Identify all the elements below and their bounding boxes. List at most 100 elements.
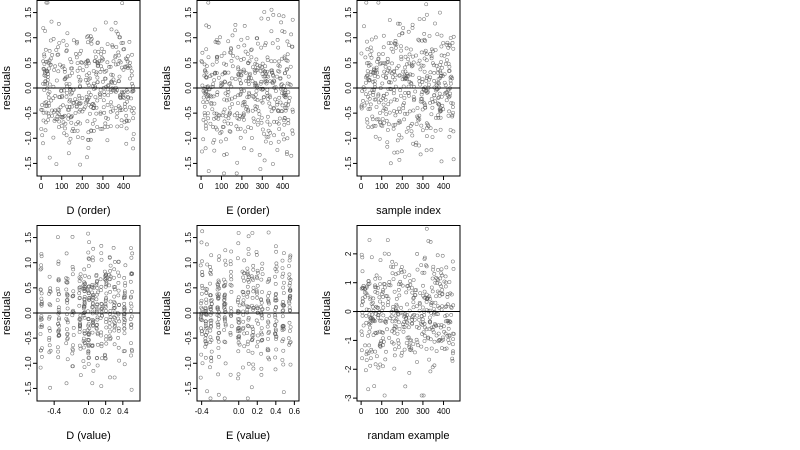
data-point (129, 323, 133, 327)
data-point (199, 301, 203, 306)
data-point (38, 267, 43, 272)
data-point (400, 350, 404, 355)
data-point (392, 69, 396, 73)
data-point (265, 348, 270, 353)
data-point (415, 106, 420, 110)
data-point (130, 52, 134, 57)
data-point (82, 365, 87, 369)
data-point (365, 120, 370, 125)
data-point (204, 333, 208, 337)
data-point (417, 75, 421, 80)
data-point (45, 59, 50, 64)
data-point (415, 267, 420, 272)
data-point (439, 33, 444, 38)
data-point (411, 296, 416, 301)
data-point (283, 108, 288, 113)
data-point (83, 100, 88, 105)
data-point (366, 387, 371, 392)
data-point (67, 82, 72, 86)
data-point (382, 61, 387, 66)
data-point (233, 28, 237, 33)
data-point (368, 102, 373, 107)
data-point (241, 111, 246, 116)
data-point (405, 62, 409, 67)
data-point (86, 322, 91, 326)
data-point (442, 279, 447, 284)
data-point (94, 323, 99, 328)
data-point (282, 30, 287, 34)
data-point (411, 95, 416, 99)
data-point (86, 77, 91, 82)
x-tick-label: 0.0 (83, 407, 95, 416)
data-point (396, 338, 400, 343)
data-point (400, 77, 405, 82)
data-point (416, 115, 420, 120)
data-point (123, 56, 128, 61)
data-point (236, 241, 241, 246)
data-point (270, 70, 275, 75)
data-point (373, 290, 378, 294)
data-point (111, 246, 116, 250)
data-point (71, 126, 75, 131)
data-point (131, 106, 136, 111)
data-point (268, 95, 272, 100)
data-point (116, 329, 121, 333)
data-point (39, 303, 44, 308)
data-point (437, 306, 442, 310)
data-point (374, 117, 379, 122)
data-point (247, 92, 252, 97)
data-point (368, 297, 373, 302)
data-point (376, 57, 381, 62)
data-point (122, 276, 127, 280)
data-point (242, 278, 246, 283)
data-point (208, 365, 212, 370)
y-axis-label: residuals (321, 65, 333, 110)
y-tick-label: -0.5 (184, 106, 193, 120)
data-point (214, 115, 219, 120)
data-point (103, 284, 108, 289)
data-point (215, 127, 219, 132)
data-point (204, 89, 209, 94)
data-point (280, 29, 285, 33)
data-point (263, 64, 268, 69)
data-point (425, 74, 430, 78)
data-point (200, 259, 204, 264)
data-point (417, 326, 421, 330)
data-point (97, 91, 102, 96)
data-point (266, 134, 271, 139)
data-point (251, 285, 256, 290)
data-point (268, 130, 273, 135)
data-point (391, 126, 396, 131)
data-point (81, 359, 86, 363)
data-point (124, 126, 129, 131)
data-point (428, 296, 432, 301)
data-point (119, 89, 124, 94)
data-point (228, 81, 232, 86)
data-point (378, 120, 383, 125)
data-point (379, 292, 384, 296)
data-point (113, 301, 117, 305)
data-point (385, 294, 390, 299)
data-point (366, 308, 371, 312)
data-point (47, 302, 52, 306)
data-point (450, 114, 455, 119)
data-point (47, 114, 51, 119)
data-point (413, 293, 417, 297)
data-point (366, 279, 371, 283)
data-point (266, 230, 271, 235)
data-point (47, 326, 52, 331)
data-point (284, 58, 289, 62)
data-point (57, 41, 62, 45)
data-point (78, 322, 82, 327)
data-point (250, 326, 255, 331)
data-point (39, 266, 44, 271)
data-point (86, 289, 91, 294)
data-point (282, 122, 287, 127)
data-point (249, 126, 253, 130)
data-point (275, 100, 280, 105)
data-point (208, 335, 213, 340)
data-point (215, 287, 220, 292)
data-point (95, 331, 100, 335)
data-point (209, 302, 214, 306)
